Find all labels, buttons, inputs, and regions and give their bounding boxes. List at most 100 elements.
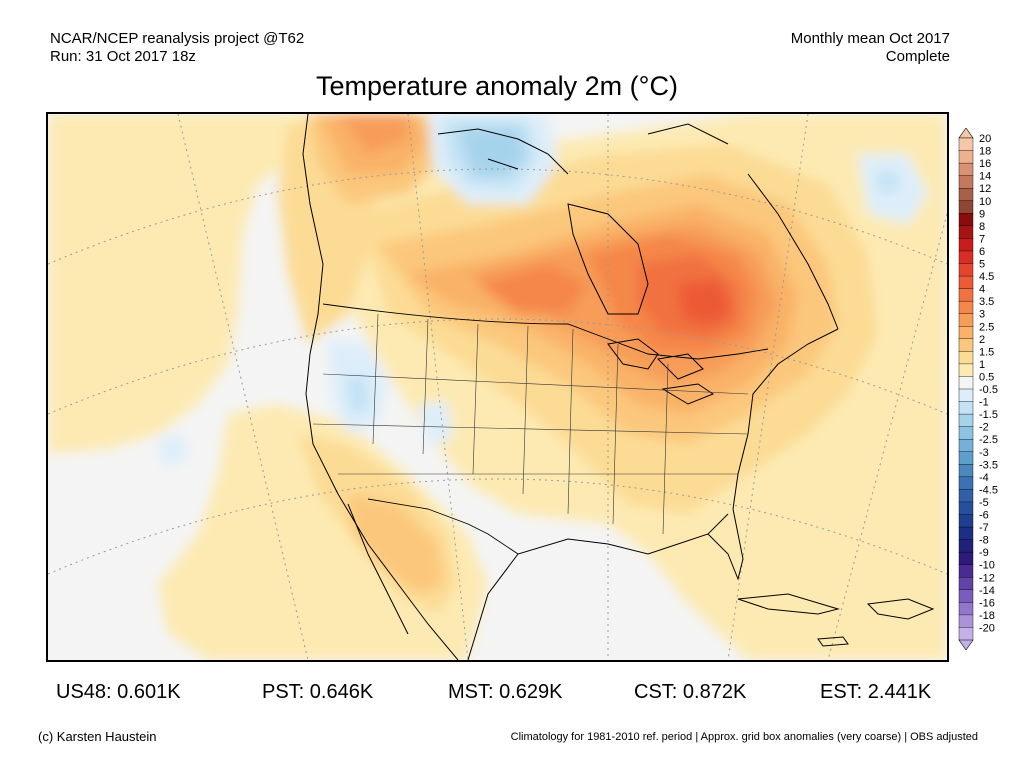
country-borders [322,303,769,555]
colorbar-label: 7 [979,233,985,245]
colorbar-bottom-arrow [958,639,974,651]
state-borders [312,313,749,535]
colorbar-label: -20 [979,622,995,634]
colorbar-swatch [958,326,974,340]
anomaly-area-minus1-rockies [346,376,370,414]
colorbar-label: 18 [979,146,991,158]
colorbar-label: -16 [979,597,995,609]
colorbar-swatch [958,627,974,641]
us-mexico-border [367,498,519,555]
colorbar-swatch [958,614,974,628]
colorbar-top-arrow [958,127,974,139]
colorbar-swatch [958,137,974,152]
colorbar-label: 1.5 [979,346,994,358]
colorbar-label: 5 [979,259,985,271]
colorbar-label: 3 [979,309,985,321]
colorbar-swatch [958,464,974,478]
colorbar-swatch [958,526,974,541]
colorbar-swatch [958,175,974,189]
anomaly-area-minus05-pacific [158,434,188,466]
colorbar-label: 20 [979,133,991,145]
stat-cst: CST: 0.872K [634,681,747,703]
jamaica [817,636,849,647]
colorbar-label: 1 [979,359,985,371]
us-canada-border [322,303,769,360]
colorbar-label: -6 [979,510,989,522]
west-coastline [302,114,459,660]
colorbar-swatch [958,489,974,503]
florida-coastline [707,508,744,581]
colorbar-label: 2.5 [979,321,994,333]
anomaly-map [46,112,949,662]
period-line: Monthly mean Oct 2017 [790,30,950,47]
colorbar-label: 4.5 [979,271,994,283]
colorbar-label: -18 [979,610,995,622]
gulf-coastline [467,513,729,660]
colorbar-label: -9 [979,547,989,559]
colorbar-label: -8 [979,535,989,547]
colorbar-swatch [958,213,974,227]
completeness-line: Complete [885,48,950,65]
colorbar-label: -4 [979,472,989,484]
anomaly-area-plus35-central [478,264,588,314]
colorbar-swatch [958,351,974,365]
regional-stats: US48: 0.601K PST: 0.646K MST: 0.629K CST… [0,679,1024,707]
colorbar-swatch [958,589,974,603]
colorbar-label: 4 [979,284,985,296]
map-title: Temperature anomaly 2m (°C) [316,71,678,101]
colorbar-label: 6 [979,246,985,258]
colorbar-label: 16 [979,158,991,170]
colorbar-label: -3.5 [979,459,998,471]
colorbar-label: -2.5 [979,434,998,446]
colorbar-swatch [958,476,974,490]
footnote-text: Climatology for 1981-2010 ref. period | … [510,731,978,743]
stat-est: EST: 2.441K [820,681,932,703]
colorbar-label: -7 [979,522,989,534]
stat-mst: MST: 0.629K [448,681,563,703]
colorbar: 20 18 16 14 12 10 9 8 7 6 5 4.5 4 3.5 3 2.5 2 1.5 1 0.5 -0.5… [955,127,1015,651]
colorbar-swatch [958,188,974,202]
graticule [48,114,947,660]
labrador-coastline [747,173,839,330]
arctic-islands [437,123,729,175]
colorbar-label: 0.5 [979,371,994,383]
cuba [737,593,840,615]
colorbar-label: -1 [979,397,989,409]
colorbar-label: -10 [979,560,995,572]
colorbar-swatch [958,338,974,352]
colorbar-label: 8 [979,221,985,233]
map-canvas [48,114,947,660]
baja-coastline [347,503,409,635]
period-info: Monthly mean Oct 2017 Complete [791,30,950,66]
colorbar-label: 3.5 [979,296,994,308]
colorbar-label: -14 [979,585,995,597]
colorbar-swatch [958,388,974,403]
colorbar-swatch [958,439,974,453]
colorbar-swatch [958,162,974,177]
anomaly-area-minus05-utah [418,402,453,444]
colorbar-label: 10 [979,196,991,208]
anomaly-area-plus3-north [338,114,408,154]
colorbar-swatch [958,451,974,465]
colorbar-canvas: 201816141210987654.543.532.521.510.5-0.5… [958,127,998,651]
colorbar-swatch [958,401,974,415]
anomaly-area-minus15-arctic [458,129,526,176]
colorbar-swatch [958,363,974,377]
colorbar-swatch [958,413,974,428]
coastlines [302,114,935,660]
great-lakes [607,338,715,405]
colorbar-swatch [958,288,974,302]
colorbar-swatch [958,275,974,290]
colorbar-swatch [958,150,974,164]
colorbar-swatch [958,564,974,578]
hispaniola [866,598,935,620]
colorbar-label: 14 [979,171,991,183]
anomaly-area-minus1-atlantic [876,170,900,194]
colorbar-swatch [958,577,974,591]
colorbar-label: -2 [979,422,989,434]
colorbar-swatch [958,225,974,239]
stat-us48: US48: 0.601K [56,681,181,703]
colorbar-swatch [958,238,974,252]
stat-pst: PST: 0.646K [262,681,374,703]
colorbar-swatch [958,602,974,616]
